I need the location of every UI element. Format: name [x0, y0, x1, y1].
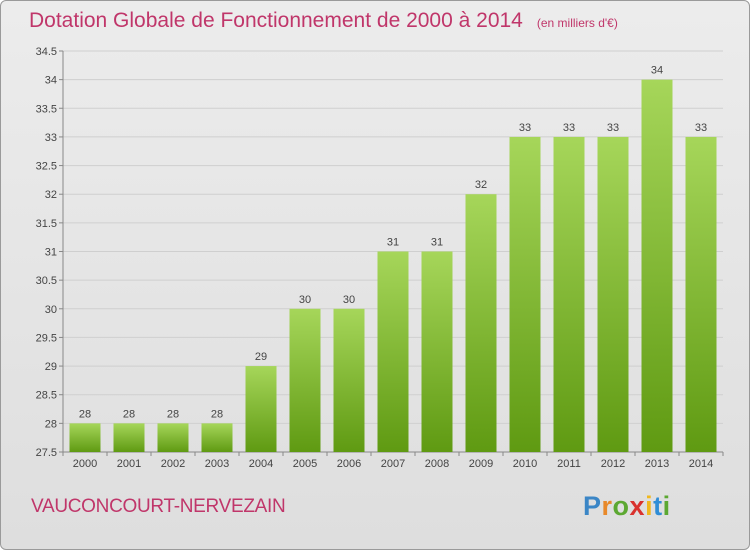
x-tick-label-2004: 2004: [249, 458, 273, 470]
y-tick-label-1: 28: [45, 418, 57, 430]
bar-2008: [421, 251, 453, 452]
data-label-2000: 28: [79, 408, 91, 420]
x-tick-label-2014: 2014: [689, 458, 713, 470]
bar-2006: [333, 308, 365, 452]
x-tick-label-2005: 2005: [293, 458, 317, 470]
x-tick-label-2013: 2013: [645, 458, 669, 470]
y-tick-label-3: 29: [45, 361, 57, 373]
bars: [69, 79, 717, 453]
x-tick-label-2008: 2008: [425, 458, 449, 470]
bar-2014: [685, 136, 717, 452]
proxiti-logo: Proxiti: [583, 491, 671, 521]
data-label-2011: 33: [563, 122, 575, 134]
x-tick-label-2006: 2006: [337, 458, 361, 470]
y-tick-label-0: 27.5: [36, 447, 57, 459]
y-tick-label-6: 30.5: [36, 275, 57, 287]
x-tick-label-2000: 2000: [73, 458, 97, 470]
y-tick-label-5: 30: [45, 304, 57, 316]
y-tick-label-13: 34: [45, 75, 57, 87]
x-tick-label-2011: 2011: [557, 458, 581, 470]
data-label-2007: 31: [387, 237, 399, 249]
bar-2005: [289, 308, 321, 452]
data-label-2012: 33: [607, 122, 619, 134]
x-tick-label-2010: 2010: [513, 458, 537, 470]
bar-2010: [509, 136, 541, 452]
commune-name: VAUCONCOURT-NERVEZAIN: [31, 496, 286, 517]
y-tick-label-8: 31.5: [36, 218, 57, 230]
y-tick-label-9: 32: [45, 189, 57, 201]
bar-2000: [69, 423, 101, 452]
x-tick-label-2007: 2007: [381, 458, 405, 470]
y-tick-label-14: 34.5: [36, 46, 57, 58]
bar-2007: [377, 251, 409, 452]
data-label-2005: 30: [299, 294, 311, 306]
x-tick-label-2001: 2001: [117, 458, 141, 470]
x-tick-label-2012: 2012: [601, 458, 625, 470]
x-tick-label-2009: 2009: [469, 458, 493, 470]
y-tick-label-4: 29.5: [36, 332, 57, 344]
chart-title-text: Dotation Globale de Fonctionnement de 20…: [29, 9, 523, 32]
x-tick-label-2003: 2003: [205, 458, 229, 470]
bar-2009: [465, 194, 497, 452]
data-label-2006: 30: [343, 294, 355, 306]
y-tick-label-12: 33.5: [36, 103, 57, 115]
y-tick-label-7: 31: [45, 247, 57, 259]
chart-subtitle: (en milliers d'€): [536, 16, 618, 30]
data-label-2010: 33: [519, 122, 531, 134]
data-label-2008: 31: [431, 237, 443, 249]
bar-2003: [201, 423, 233, 452]
data-label-2003: 28: [211, 408, 223, 420]
y-tick-label-2: 28.5: [36, 390, 57, 402]
y-tick-label-11: 33: [45, 132, 57, 144]
bar-2011: [553, 136, 585, 452]
bar-2002: [157, 423, 189, 452]
bar-2001: [113, 423, 145, 452]
bar-2012: [597, 136, 629, 452]
x-tick-label-2002: 2002: [161, 458, 185, 470]
data-label-2014: 33: [695, 122, 707, 134]
bar-2004: [245, 366, 277, 452]
y-tick-label-10: 32.5: [36, 161, 57, 173]
data-label-2004: 29: [255, 351, 267, 363]
data-label-2002: 28: [167, 408, 179, 420]
data-labels: 28 28 28 28 29 30 30 31 31 32 33 33 33 34 33: [79, 65, 707, 421]
data-label-2001: 28: [123, 408, 135, 420]
data-label-2009: 32: [475, 179, 487, 191]
bar-2013: [641, 79, 673, 453]
chart-title: Dotation Globale de Fonctionnement de 20…: [29, 9, 618, 33]
data-label-2013: 34: [651, 65, 663, 77]
